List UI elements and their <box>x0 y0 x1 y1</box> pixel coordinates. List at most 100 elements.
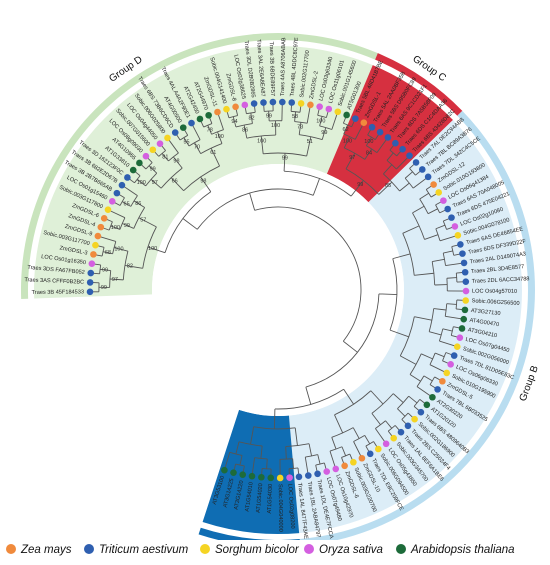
leaf-label: LOC Os04g57010 <box>472 289 517 295</box>
group-a-sector <box>202 409 300 535</box>
tree-branch <box>334 414 344 434</box>
leaf-species-dot <box>295 473 303 481</box>
tree-branch <box>299 134 323 141</box>
tree-branch <box>260 135 264 154</box>
tree-branch <box>409 374 421 382</box>
tree-branch <box>160 167 183 189</box>
tree-branch <box>386 160 397 170</box>
tree-branch <box>294 111 296 122</box>
leaf-species-dot <box>456 334 464 341</box>
tree-branch <box>438 328 444 342</box>
leaf-species-dot <box>149 146 157 154</box>
tree-branch <box>401 412 409 420</box>
tree-branch <box>130 195 138 207</box>
tree-branch <box>182 218 198 230</box>
leaf-label: AT3G14220 <box>234 480 245 510</box>
legend-item-sorghum: Sorghum bicolor <box>200 544 299 556</box>
zea-dot-icon <box>6 544 16 554</box>
tree-branch <box>200 143 223 154</box>
leaf-species-dot <box>392 139 399 147</box>
bootstrap-label: 100 <box>148 246 157 252</box>
tree-branch <box>284 170 352 197</box>
leaf-species-dot <box>188 119 195 127</box>
leaf-species-dot <box>205 111 212 119</box>
tree-branch <box>158 150 166 157</box>
leaf-species-dot <box>250 100 258 107</box>
tree-branch <box>109 278 124 281</box>
leaf-species-dot <box>129 166 137 174</box>
leaf-species-dot <box>241 101 249 109</box>
tree-branch <box>101 247 105 257</box>
tree-branch <box>343 133 356 140</box>
leaf-species-dot <box>412 159 420 166</box>
leaf-species-dot <box>276 474 284 482</box>
tree-branch <box>353 435 365 442</box>
leaf-label: LOC Os02g08200 <box>286 483 295 528</box>
bootstrap-label: 99 <box>321 130 327 136</box>
tree-branch <box>378 181 393 195</box>
bootstrap-label: 99 <box>124 223 130 229</box>
tree-branch <box>425 189 432 198</box>
tree-branch <box>100 268 111 272</box>
tree-branch <box>446 303 457 305</box>
leaf-species-dot <box>450 352 458 359</box>
triticum-dot-icon <box>84 544 94 554</box>
bootstrap-label: 97 <box>349 155 355 161</box>
tree-branch <box>109 270 112 288</box>
tree-branch <box>102 251 113 255</box>
tree-branch <box>183 137 190 147</box>
tree-branch <box>341 446 347 456</box>
tree-branch <box>188 139 201 147</box>
tree-branch <box>424 234 439 240</box>
tree-branch <box>389 329 409 338</box>
tree-branch <box>317 114 327 118</box>
tree-branch <box>435 224 446 230</box>
tree-branch <box>389 258 398 331</box>
tree-branch <box>110 225 121 230</box>
leaf-species-dot <box>108 198 116 205</box>
leaf-species-dot <box>375 445 382 453</box>
bootstrap-label: 100 <box>111 225 120 231</box>
leaf-species-dot <box>118 181 126 189</box>
leaf-species-dot <box>453 343 461 351</box>
tree-branch <box>289 467 299 470</box>
legend-label: Triticum aestivum <box>99 544 189 556</box>
tree-branch <box>412 212 425 240</box>
bootstrap-label: 82 <box>249 115 255 121</box>
tree-branch <box>385 420 393 429</box>
tree-branch <box>408 395 418 404</box>
bootstrap-label: 100 <box>114 246 123 252</box>
tree-branch <box>370 390 384 405</box>
leaf-label: Traes 3DS FA67FB052 <box>27 265 85 276</box>
tree-branch <box>138 217 157 228</box>
leaf-label: Traes 3B 45F184533 <box>32 289 84 296</box>
tree-branch <box>433 308 447 311</box>
tree-branch <box>228 115 238 119</box>
legend-item-arabidopsis: Arabidopsis thaliana <box>396 544 515 556</box>
leaf-label: Sobic.002G117700 <box>299 50 311 98</box>
leaf-species-dot <box>156 140 164 147</box>
bootstrap-label: 100 <box>343 139 352 145</box>
leaf-species-dot <box>332 465 340 473</box>
leaf-species-dot <box>100 215 108 222</box>
tree-branch <box>279 458 293 460</box>
leaf-species-dot <box>366 450 374 458</box>
tree-branch <box>409 353 422 375</box>
tree-branch <box>434 352 445 358</box>
leaf-species-dot <box>448 214 455 221</box>
tree-branch <box>194 142 202 154</box>
bootstrap-label: 65 <box>124 201 130 207</box>
leaf-species-dot <box>368 123 376 131</box>
bootstrap-label: 98 <box>173 158 179 164</box>
leaf-species-dot <box>307 101 314 109</box>
tree-branch <box>331 437 337 450</box>
tree-branch <box>134 175 141 184</box>
leaf-species-dot <box>447 361 454 368</box>
tree-branch <box>429 331 442 336</box>
tree-branch <box>232 116 237 128</box>
leaf-species-dot <box>288 99 296 106</box>
leaf-species-dot <box>90 251 97 258</box>
tree-branch <box>428 308 435 332</box>
legend-label: Zea mays <box>21 544 72 556</box>
leaf-species-dot <box>424 173 432 181</box>
